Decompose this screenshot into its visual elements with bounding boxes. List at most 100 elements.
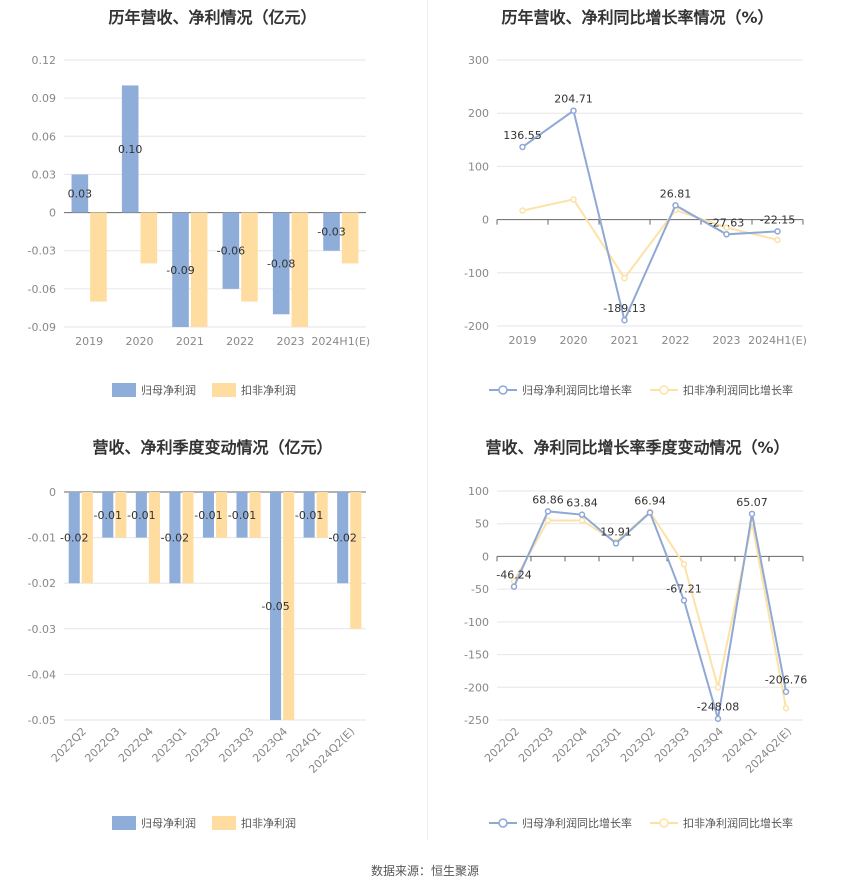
data-label: 66.94 (634, 495, 666, 508)
point-net-profit-growth (544, 508, 552, 515)
y-tick-label: -0.03 (28, 245, 56, 258)
bar-net-profit (222, 212, 240, 289)
data-label: -0.02 (161, 532, 189, 545)
legend-marker-deducted-profit (659, 385, 669, 395)
y-tick-label: -200 (464, 320, 489, 333)
x-tick-label: 2022Q2 (49, 725, 89, 765)
point-net-profit-growth (510, 583, 518, 590)
point-net-profit-growth (774, 228, 781, 235)
data-label: 204.71 (554, 93, 593, 106)
bar-deducted-profit (341, 212, 359, 264)
legend-marker-deducted-profit (659, 818, 669, 828)
x-tick-label: 2023Q1 (150, 725, 190, 765)
y-tick-label: -0.03 (28, 623, 56, 636)
point-deducted-profit-growth (570, 196, 577, 203)
x-tick-label: 2019 (509, 334, 537, 347)
x-tick-label: 2023Q2 (183, 725, 223, 765)
y-tick-label: 0 (482, 550, 489, 563)
annual-profit-bar-chart: 0.12 0.09 0.06 0.03 0 -0.03 -0.06 -0.09 2019 2020… (28, 54, 370, 397)
point-net-profit-growth (672, 202, 679, 209)
data-label: -0.01 (127, 509, 155, 522)
data-label: 65.07 (736, 496, 768, 509)
data-label: 0.03 (68, 188, 93, 201)
legend-swatch-deducted-profit (212, 383, 236, 397)
data-label: -0.06 (217, 245, 245, 258)
bar-net-profit (303, 492, 315, 538)
bar-net-profit (172, 212, 189, 327)
data-label: -0.01 (228, 509, 256, 522)
panel-divider (427, 0, 428, 840)
quarterly-growth-line-chart: 100500-50-100-150-200-2502022Q22022Q3202… (464, 485, 807, 830)
point-deducted-profit-growth (680, 561, 688, 568)
x-tick-label: 2022Q3 (516, 725, 556, 765)
data-label: -0.05 (261, 600, 289, 613)
bar-deducted-profit (241, 212, 258, 302)
x-tick-label: 2023Q3 (652, 725, 692, 765)
bar-net-profit (272, 212, 290, 315)
point-net-profit-growth (612, 540, 620, 547)
point-net-profit-growth (723, 231, 730, 238)
chart-title: 历年营收、净利同比增长率情况（%） (501, 8, 774, 27)
line-deducted-profit-growth (513, 510, 787, 709)
data-label: -206.76 (765, 674, 807, 687)
quarterly-profit-panel: 营收、净利季度变动情况（亿元） 0 -0.01 -0.02 -0.03 -0.04 -0.… (0, 430, 425, 860)
bar-deducted-profit (140, 212, 158, 264)
bar-deducted-profit (291, 212, 309, 327)
y-tick-label: -100 (464, 616, 489, 629)
legend-swatch-net-profit (112, 383, 136, 397)
data-source: 数据来源：恒生聚源 (370, 864, 479, 878)
bar-net-profit (121, 85, 139, 213)
annual-profit-panel: 历年营收、净利情况（亿元） 0.12 0.09 0.06 0.03 0 -0.03 -0.0… (0, 0, 425, 430)
data-label: 0.10 (118, 143, 143, 156)
point-net-profit-growth (714, 715, 722, 722)
y-tick-label: -0.09 (28, 321, 56, 334)
x-tick-label: 2023Q4 (686, 725, 726, 765)
chart-title: 营收、净利同比增长率季度变动情况（%） (485, 438, 790, 457)
bar-deducted-profit (90, 212, 107, 302)
bar-deducted-profit (148, 492, 160, 584)
point-net-profit-growth (578, 511, 586, 518)
data-label: -67.21 (666, 582, 701, 595)
x-tick-label: 2024H1(E) (311, 335, 370, 348)
y-tick-label: -50 (471, 583, 489, 596)
point-deducted-profit-growth (782, 704, 790, 712)
x-tick-label: 2020 (560, 334, 588, 347)
bar-deducted-profit (81, 492, 93, 584)
y-tick-label: 100 (468, 485, 489, 498)
x-tick-label: 2022Q4 (116, 725, 156, 765)
legend-label: 扣非净利润 (241, 383, 296, 397)
data-label: 63.84 (566, 497, 598, 510)
x-tick-label: 2022Q4 (550, 725, 590, 765)
data-label: 136.55 (503, 129, 542, 142)
bar-deducted-profit (216, 492, 228, 538)
legend-label: 扣非净利润同比增长率 (683, 383, 793, 397)
y-tick-label: -250 (464, 714, 489, 727)
data-label: -0.09 (166, 264, 194, 277)
x-tick-label: 2023Q4 (250, 725, 290, 765)
x-tick-label: 2021 (611, 334, 639, 347)
data-label: -0.03 (317, 226, 345, 239)
y-tick-label: 300 (468, 54, 489, 67)
x-tick-label: 2024H1(E) (748, 334, 807, 347)
bar-deducted-profit (316, 492, 328, 538)
bar-net-profit (135, 492, 147, 538)
bar-net-profit (169, 492, 181, 584)
bar-net-profit (71, 174, 89, 213)
data-label: 68.86 (532, 493, 564, 506)
point-net-profit-growth (782, 688, 790, 695)
data-label: -189.13 (603, 302, 645, 315)
y-tick-label: -0.04 (28, 668, 56, 681)
data-label: -0.01 (295, 509, 323, 522)
y-tick-label: -100 (464, 267, 489, 280)
y-tick-label: 100 (468, 160, 489, 173)
bar-deducted-profit (190, 212, 208, 327)
point-net-profit-growth (680, 597, 688, 604)
bar-deducted-profit (350, 492, 362, 629)
bar-net-profit (323, 212, 340, 251)
y-tick-label: 0 (49, 207, 56, 220)
chart-title: 历年营收、净利情况（亿元） (108, 8, 317, 27)
x-tick-label: 2020 (126, 335, 154, 348)
y-tick-label: 0.06 (32, 130, 57, 143)
point-net-profit-growth (621, 316, 628, 324)
data-label: -27.63 (709, 216, 744, 229)
